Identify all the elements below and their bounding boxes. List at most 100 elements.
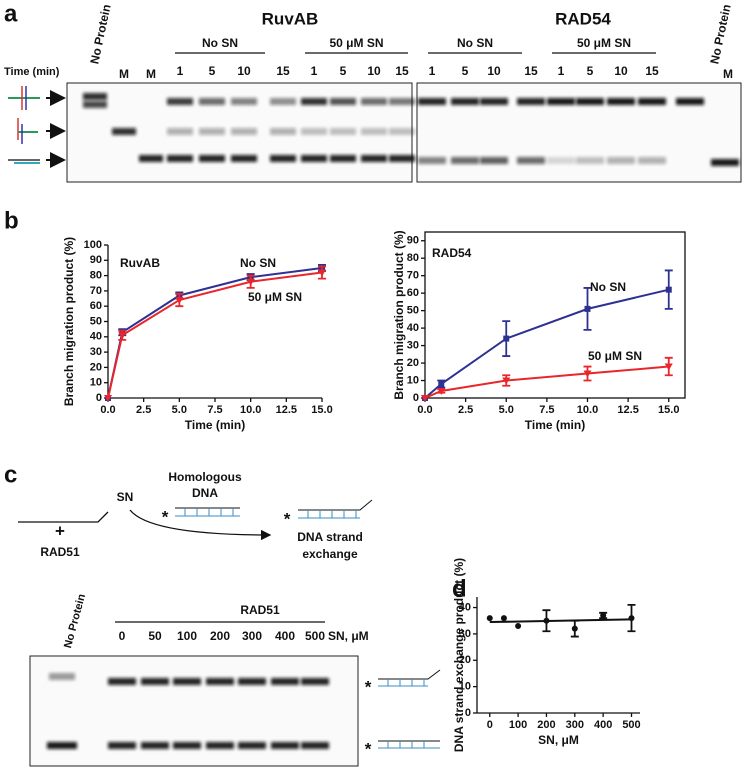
lane-label: M bbox=[119, 67, 129, 81]
gel-band bbox=[330, 155, 356, 162]
gel-band bbox=[517, 98, 545, 105]
homologous-label: Homologous bbox=[168, 470, 242, 484]
gel-band bbox=[547, 157, 575, 164]
dna-icon bbox=[17, 118, 38, 144]
gel-band bbox=[108, 742, 136, 749]
gel-band bbox=[238, 742, 266, 749]
gel-band bbox=[301, 155, 327, 162]
data-point bbox=[486, 615, 493, 622]
data-point bbox=[543, 617, 550, 624]
panel-label: a bbox=[4, 0, 18, 27]
gel-bands bbox=[47, 673, 329, 749]
data-point bbox=[571, 625, 578, 632]
gel-band bbox=[173, 742, 201, 749]
gel-band bbox=[361, 98, 387, 105]
gel bbox=[416, 82, 742, 183]
reaction-diagram: + RAD51 SN Homologous DNA * * DNA strand… bbox=[18, 470, 373, 561]
y-tick-label: 100 bbox=[84, 239, 102, 251]
group-title: RAD54 bbox=[555, 9, 611, 28]
lane-label: M bbox=[146, 67, 156, 81]
dna-icon bbox=[8, 86, 40, 110]
lane-label: 15 bbox=[524, 64, 538, 78]
sn-label: SN bbox=[117, 490, 134, 504]
lane-label: 1 bbox=[558, 64, 565, 78]
y-tick-label: 70 bbox=[90, 285, 102, 297]
product-dna bbox=[298, 499, 373, 519]
gel-band bbox=[547, 98, 575, 105]
panel-label: b bbox=[4, 207, 19, 234]
series-label: No SN bbox=[240, 256, 276, 270]
x-tick-label: 12.5 bbox=[276, 404, 297, 416]
data-point bbox=[600, 612, 607, 619]
gel-band bbox=[451, 98, 479, 105]
y-tick-label: 80 bbox=[407, 252, 419, 264]
x-tick-label: 5.0 bbox=[172, 404, 187, 416]
product-label: exchange bbox=[302, 547, 358, 561]
x-axis-label: SN, μM bbox=[538, 733, 579, 747]
gel-band bbox=[49, 673, 75, 680]
data-point bbox=[584, 305, 591, 312]
data-point bbox=[118, 332, 127, 340]
gel-band bbox=[389, 128, 415, 135]
gel-band bbox=[576, 98, 604, 105]
y-tick-label: 40 bbox=[459, 601, 471, 613]
gel-band bbox=[199, 98, 225, 105]
lane-label: 300 bbox=[242, 629, 262, 643]
dna-icon bbox=[8, 159, 40, 164]
gel-band bbox=[361, 155, 387, 162]
ssdna bbox=[18, 511, 109, 523]
x-tick-label: 15.0 bbox=[658, 404, 679, 416]
lane-label: M bbox=[723, 67, 733, 81]
y-tick-label: 50 bbox=[407, 305, 419, 317]
series-label: 50 μM SN bbox=[588, 349, 642, 363]
data-point bbox=[438, 381, 445, 388]
lane-label: 400 bbox=[275, 629, 295, 643]
y-tick-label: 40 bbox=[407, 322, 419, 334]
arrow bbox=[129, 509, 272, 541]
y-tick-label: 20 bbox=[459, 654, 471, 666]
data-point bbox=[502, 377, 511, 385]
product-dna bbox=[378, 669, 441, 687]
lane-label: 0 bbox=[119, 629, 126, 643]
gel-band bbox=[638, 98, 666, 105]
protein-label: RAD51 bbox=[40, 545, 80, 559]
data-point bbox=[246, 278, 255, 286]
gel-band bbox=[167, 128, 193, 135]
data-point bbox=[318, 269, 326, 277]
lane-label: 5 bbox=[209, 64, 216, 78]
gel-band bbox=[271, 742, 299, 749]
condition-label: No SN bbox=[457, 36, 493, 50]
x-tick-label: 100 bbox=[509, 719, 527, 731]
lane-label: 100 bbox=[177, 629, 197, 643]
group-title: RuvAB bbox=[262, 9, 319, 28]
gel-band bbox=[480, 157, 508, 164]
data-point bbox=[104, 395, 112, 402]
gel-band bbox=[330, 128, 356, 135]
panel-label: d bbox=[452, 575, 467, 602]
gel-band bbox=[83, 93, 107, 100]
gel-band bbox=[418, 157, 446, 164]
x-tick-label: 15.0 bbox=[311, 404, 332, 416]
chart-title: RuvAB bbox=[120, 256, 160, 270]
y-tick-label: 90 bbox=[90, 254, 102, 266]
lane-label: 10 bbox=[237, 64, 251, 78]
gel-band bbox=[301, 742, 329, 749]
lane-label: 5 bbox=[587, 64, 594, 78]
gel-band bbox=[139, 155, 163, 162]
gel-band bbox=[167, 98, 193, 105]
lane-label: 15 bbox=[395, 64, 409, 78]
gel-band bbox=[141, 742, 169, 749]
series-line bbox=[424, 288, 669, 399]
gel-band bbox=[231, 128, 257, 135]
gel-band bbox=[141, 678, 169, 685]
x-axis-label: Time (min) bbox=[525, 418, 585, 432]
y-tick-label: 10 bbox=[407, 374, 419, 386]
panel-label: c bbox=[4, 461, 17, 488]
gel-band bbox=[206, 742, 234, 749]
label-asterisk: * bbox=[365, 677, 372, 696]
x-tick-label: 400 bbox=[594, 719, 612, 731]
gel-band bbox=[607, 157, 635, 164]
gel-band bbox=[199, 128, 225, 135]
substrate-icons bbox=[8, 86, 66, 168]
